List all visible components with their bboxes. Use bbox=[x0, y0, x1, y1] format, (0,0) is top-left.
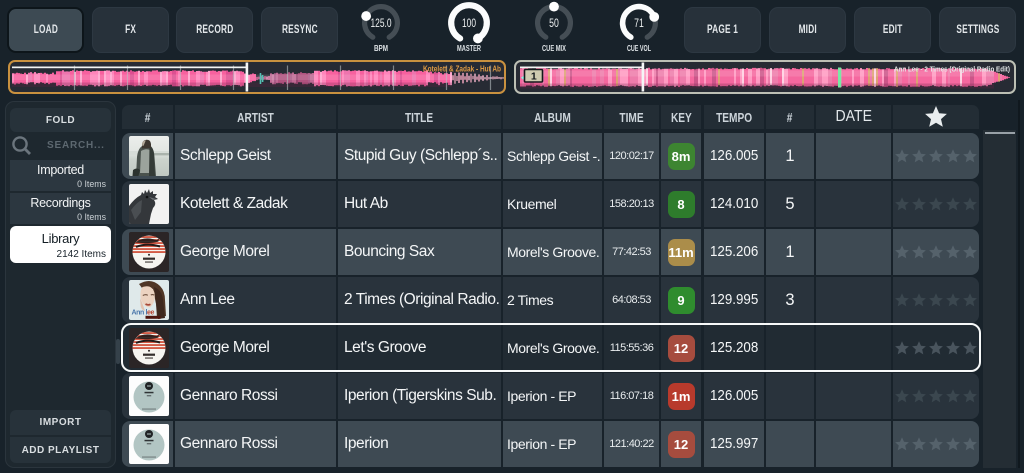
svg-text:Ann Lee - 2 Times (Original Ra: Ann Lee - 2 Times (Original Radio Edit) bbox=[894, 65, 1010, 74]
svg-text:125.0: 125.0 bbox=[371, 18, 392, 30]
svg-text:71: 71 bbox=[634, 18, 644, 30]
svg-text:100: 100 bbox=[462, 18, 476, 30]
svg-text:CUE MIX: CUE MIX bbox=[542, 44, 566, 53]
svg-text:Kotelett & Zadak - Hut Ab: Kotelett & Zadak - Hut Ab bbox=[423, 65, 501, 74]
svg-text:50: 50 bbox=[549, 18, 559, 30]
svg-text:CUE VOL: CUE VOL bbox=[627, 44, 651, 53]
svg-text:MASTER: MASTER bbox=[457, 44, 481, 53]
svg-text:Ann lee: Ann lee bbox=[132, 310, 155, 317]
svg-text:1: 1 bbox=[531, 71, 537, 83]
svg-text:BPM: BPM bbox=[374, 44, 388, 53]
